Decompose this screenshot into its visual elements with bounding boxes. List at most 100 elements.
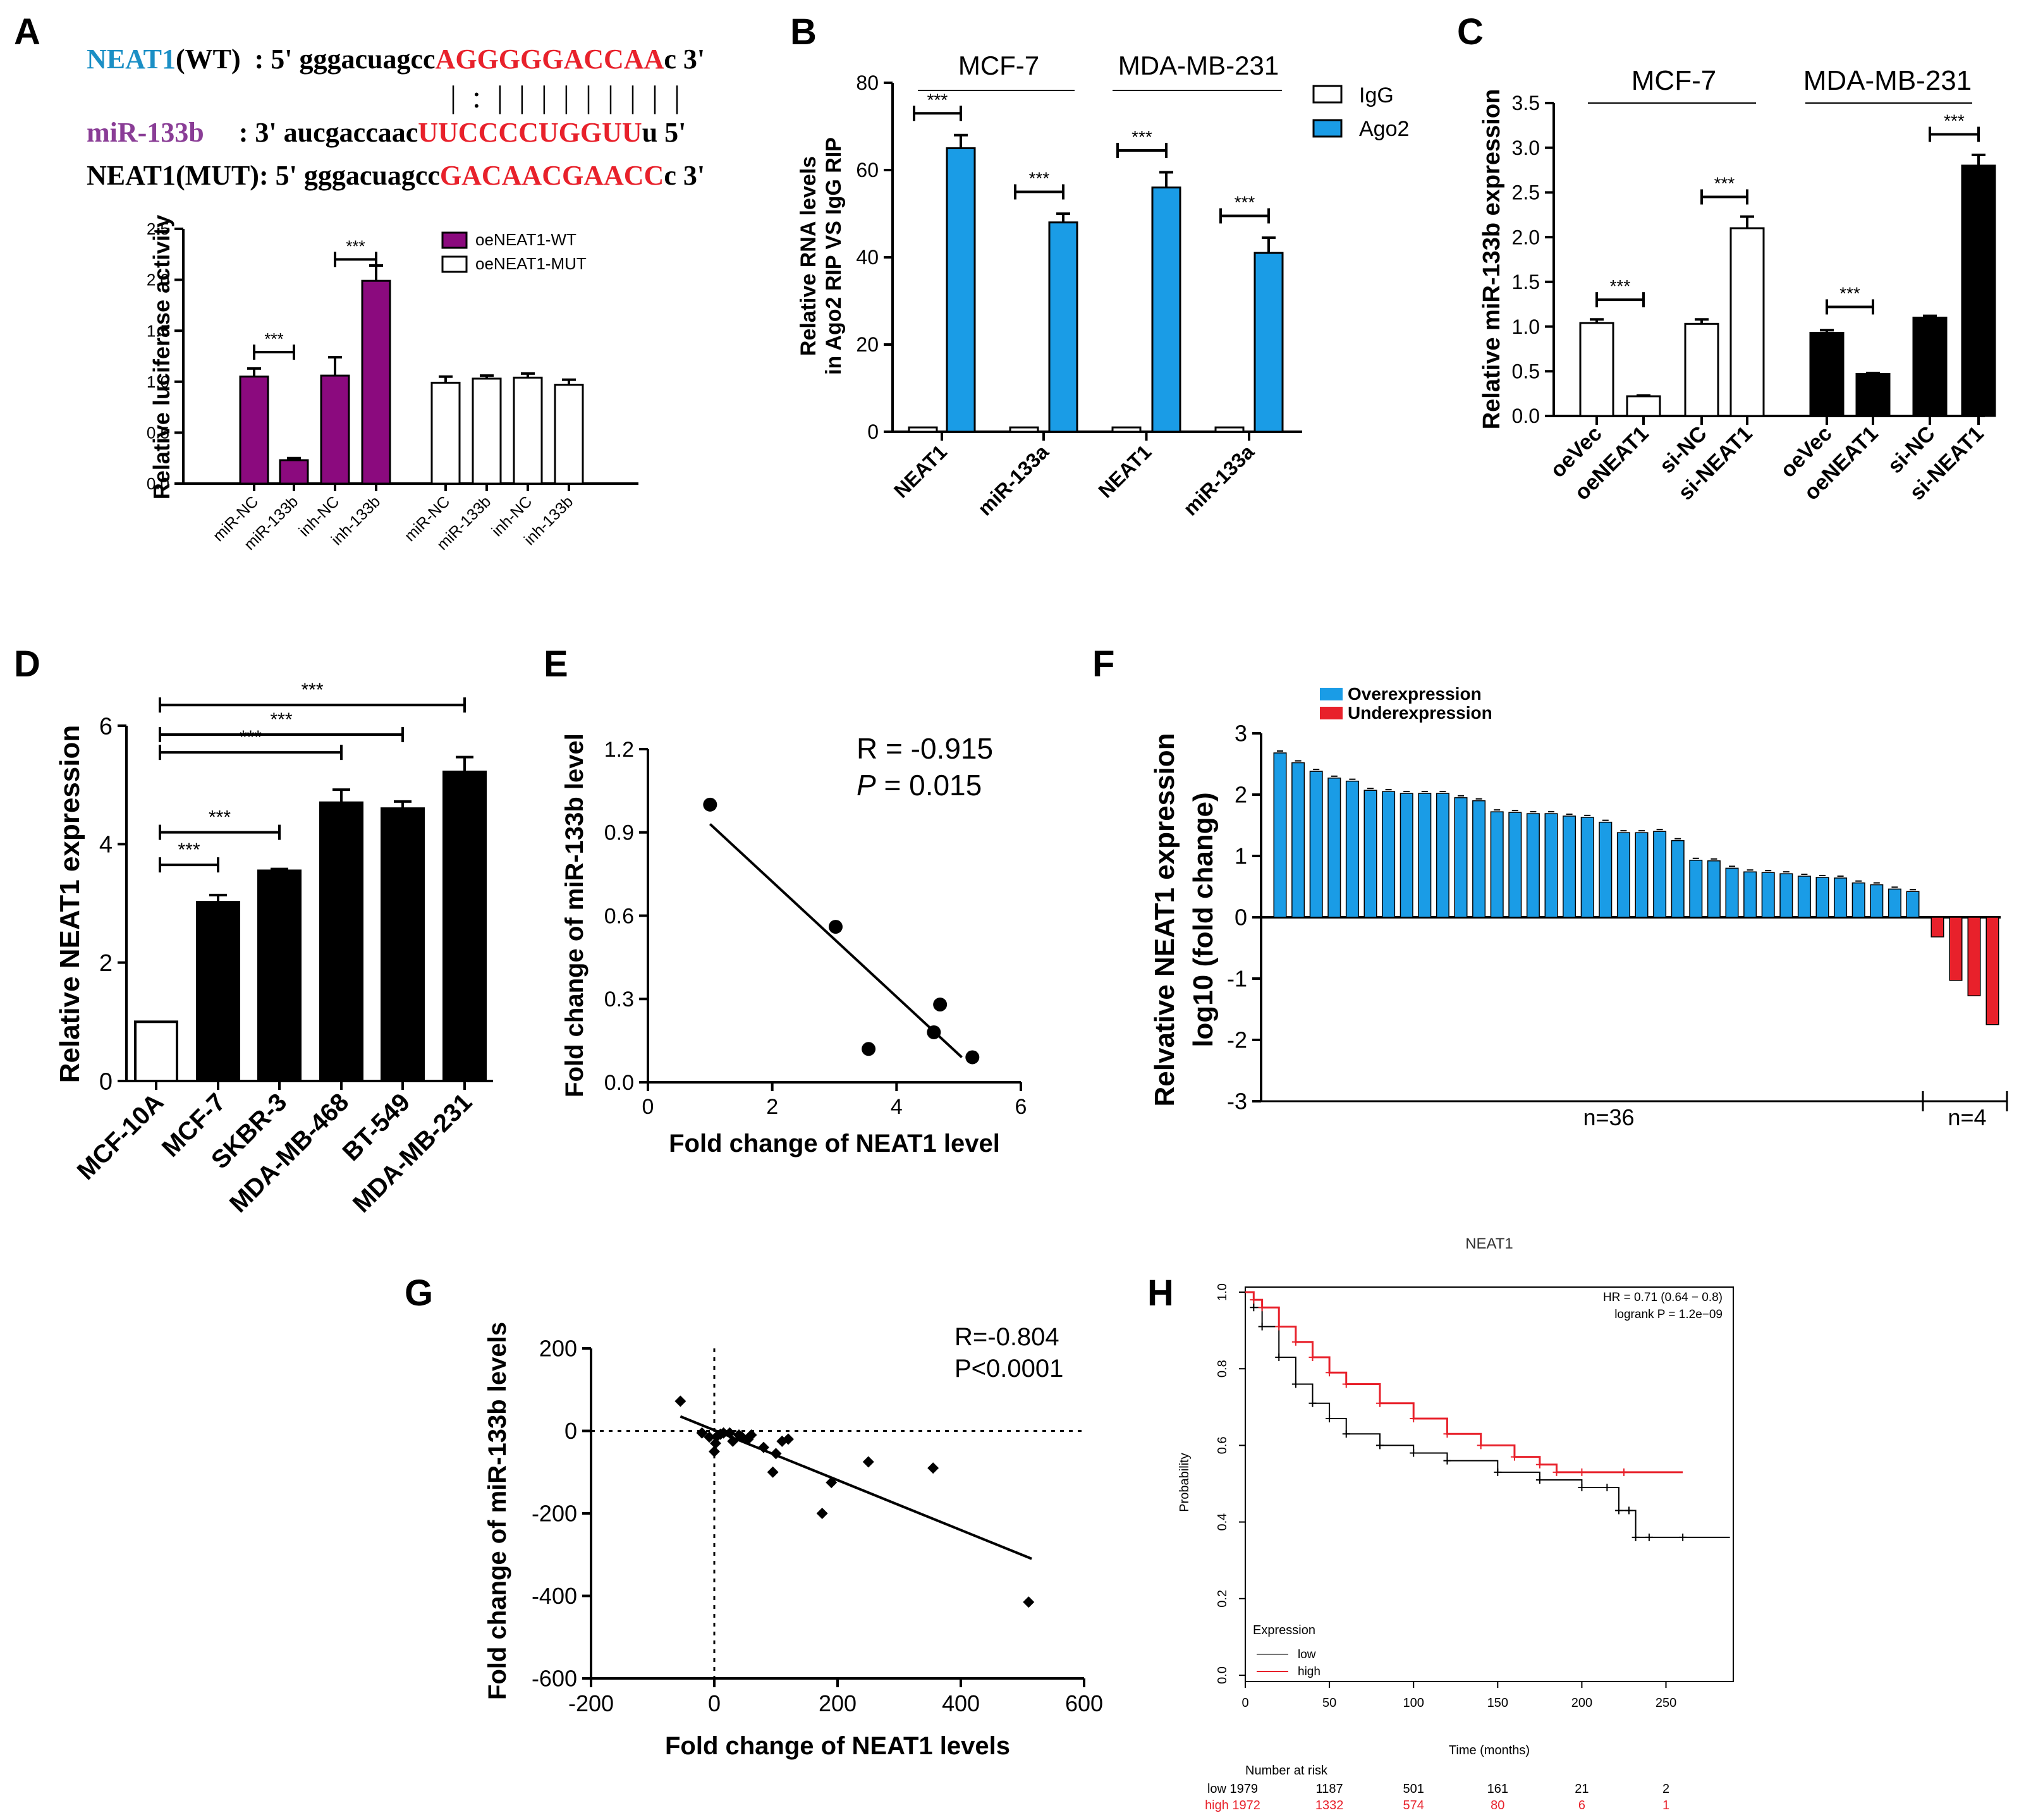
panel-letter-c: C xyxy=(1457,11,1484,52)
g-point xyxy=(783,1433,794,1445)
e-x-tick-label: 2 xyxy=(766,1095,778,1119)
h-y-tick-label: 0.6 xyxy=(1216,1436,1229,1454)
h-censor-mark xyxy=(1632,1533,1640,1541)
h-x-tick-label: 200 xyxy=(1571,1696,1592,1710)
h-censor-mark xyxy=(1443,1457,1451,1465)
panel-b-chart: 0 20 40 60 80 Relative RNA levels in Ago2 RIP … xyxy=(796,51,1409,520)
h-risk-value: 80 xyxy=(1491,1799,1504,1812)
h-risk-row-label: low 1979 xyxy=(1207,1782,1258,1796)
c-y-tick-label: 1.5 xyxy=(1512,271,1540,293)
b-bar-igg xyxy=(1214,426,1245,433)
g-x-tick-label: 200 xyxy=(819,1690,857,1716)
h-censor-mark xyxy=(1645,1533,1653,1541)
panel-letter-f: F xyxy=(1092,644,1114,685)
f-y-tick-label: 0 xyxy=(1235,905,1247,931)
h-survival-line-low xyxy=(1245,1292,1730,1538)
a-y-tick-label: 2.0 xyxy=(147,271,169,290)
panel-letter-b: B xyxy=(790,11,817,52)
b-x-tick-label: NEAT1 xyxy=(889,440,951,502)
g-y-tick-label: -600 xyxy=(532,1666,577,1692)
d-y-tick-label: 4 xyxy=(99,832,113,858)
d-sig-label: *** xyxy=(270,709,292,730)
d-y-tick-label: 2 xyxy=(99,950,113,977)
f-bar-over xyxy=(1508,812,1522,918)
b-legend-swatch-ago2 xyxy=(1312,119,1343,138)
h-censor-mark xyxy=(1250,1296,1258,1304)
h-censor-mark xyxy=(1603,1484,1611,1492)
e-x-label: Fold change of NEAT1 level xyxy=(669,1130,1000,1157)
h-x-tick-label: 50 xyxy=(1322,1696,1336,1710)
a-legend-swatch-wt xyxy=(441,231,468,249)
h-censor-mark xyxy=(1258,1304,1266,1312)
a-bar-wt xyxy=(320,374,350,485)
c-y-tick-label: 3.0 xyxy=(1512,137,1540,159)
e-y-tick-label: 0.3 xyxy=(604,987,634,1011)
f-y-tick-label: -2 xyxy=(1227,1027,1247,1053)
a-sig-label: *** xyxy=(264,329,283,348)
f-bar-over xyxy=(1472,800,1486,918)
f-bar-over xyxy=(1743,871,1757,918)
f-bar-over xyxy=(1291,762,1305,918)
h-censor-mark xyxy=(1326,1414,1334,1422)
f-bar-over xyxy=(1616,832,1630,918)
a-bar-mut xyxy=(513,376,543,485)
f-y-tick-label: 1 xyxy=(1235,843,1247,869)
h-censor-mark xyxy=(1535,1475,1544,1484)
e-x-tick-label: 4 xyxy=(891,1095,903,1119)
panel-h-chart: NEAT1 HR = 0.71 (0.64 − 0.8) logrank P = 1… xyxy=(1178,1235,1734,1812)
f-bar-over xyxy=(1490,811,1504,918)
f-bar-over xyxy=(1436,793,1449,918)
panel-e-chart: 0.0 0.3 0.6 0.9 1.2 0 2 4 6 Fold change of NEAT1 … xyxy=(561,732,1027,1157)
e-point xyxy=(828,920,843,934)
f-bar-over xyxy=(1834,877,1848,918)
h-censor-mark xyxy=(1291,1338,1300,1346)
a-y-tick-label: 0.5 xyxy=(147,424,169,443)
a-sig-label: *** xyxy=(346,236,365,255)
g-point xyxy=(816,1508,828,1519)
f-group-label: n=36 xyxy=(1583,1104,1634,1130)
e-point xyxy=(933,998,948,1012)
g-r-text: R=-0.804 xyxy=(955,1323,1059,1351)
f-bar-over xyxy=(1779,873,1793,918)
h-censor-mark xyxy=(1375,1399,1384,1407)
e-y-tick-label: 1.2 xyxy=(604,738,634,762)
g-point xyxy=(709,1446,720,1458)
seq-mir-name: miR-133b xyxy=(87,117,204,148)
panel-f-chart: 3 2 1 0 -1 -2 -3 n=36 n=4 Relvative NEAT1 express… xyxy=(1149,684,2008,1130)
d-y-label: Relative NEAT1 expression xyxy=(54,725,85,1084)
f-bar-over xyxy=(1870,884,1884,918)
h-censor-mark xyxy=(1625,1506,1633,1515)
a-y-tick-label: 2.5 xyxy=(147,219,169,238)
panel-letter-g: G xyxy=(405,1273,433,1314)
h-x-tick-label: 0 xyxy=(1241,1696,1248,1710)
c-y-label: Relative miR-133b expression xyxy=(1479,89,1505,430)
c-bar-mcf7 xyxy=(1626,395,1661,417)
c-sig-label: *** xyxy=(1944,111,1965,131)
g-point xyxy=(862,1456,874,1468)
h-y-tick-label: 0.0 xyxy=(1216,1666,1229,1684)
seq-mut-end: c 3' xyxy=(664,160,705,191)
seq-mut-line: NEAT1(MUT): 5' gggacuagccGACAACGAACCc 3' xyxy=(87,160,705,191)
h-hr-text: HR = 0.71 (0.64 − 0.8) xyxy=(1603,1291,1723,1304)
h-censor-mark xyxy=(1477,1441,1485,1450)
c-bar-mda xyxy=(1855,373,1891,417)
f-bar-under xyxy=(1949,917,1963,981)
h-x-tick-label: 250 xyxy=(1656,1696,1676,1710)
g-y-tick-label: 0 xyxy=(564,1418,577,1444)
f-bar-over xyxy=(1345,780,1359,918)
h-x-tick-label: 100 xyxy=(1403,1696,1424,1710)
b-bar-ago2 xyxy=(1253,252,1284,433)
f-legend-label-under: Underexpression xyxy=(1348,703,1492,723)
h-censor-mark xyxy=(1342,1430,1350,1438)
g-point xyxy=(927,1462,939,1474)
g-point xyxy=(736,1431,748,1443)
g-y-tick-label: 200 xyxy=(539,1336,577,1362)
b-bar-igg xyxy=(1111,426,1142,433)
seq-mir-red: UUCCCCUGGUU xyxy=(418,117,642,148)
e-y-tick-label: 0.6 xyxy=(604,904,634,928)
e-p-text: P = 0.015 xyxy=(857,769,982,802)
g-x-tick-label: 400 xyxy=(942,1690,980,1716)
a-bar-mut xyxy=(430,381,461,485)
g-x-tick-label: 600 xyxy=(1065,1690,1103,1716)
